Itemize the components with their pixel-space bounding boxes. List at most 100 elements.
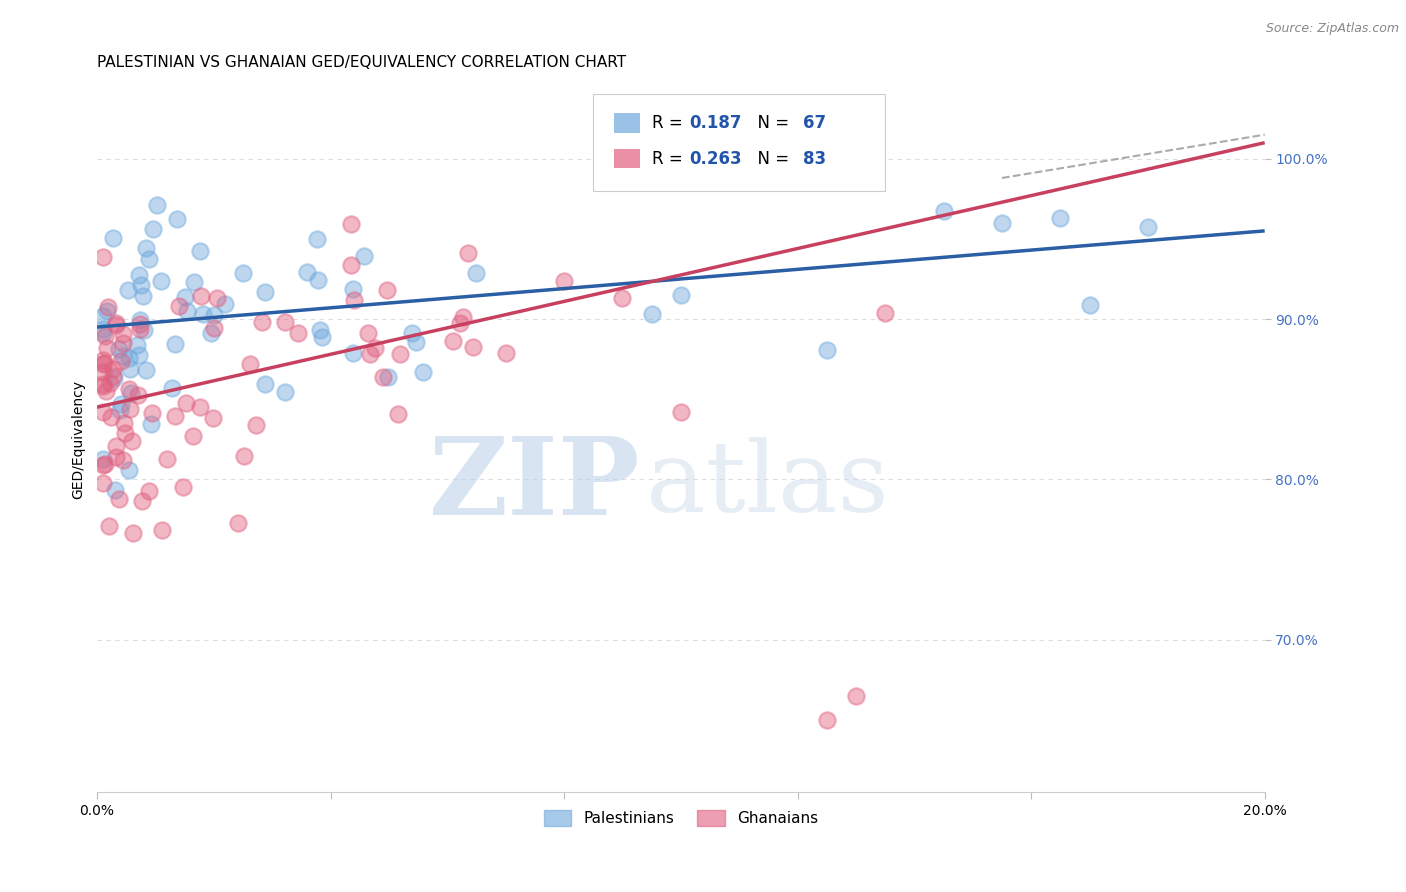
Legend: Palestinians, Ghanaians: Palestinians, Ghanaians [536, 803, 825, 834]
Point [131, 494, 153, 508]
Point [91, 476, 114, 491]
Point [128, 268, 150, 282]
Point [188, 400, 211, 414]
Point [145, 198, 167, 212]
Point [108, 343, 131, 357]
Point [232, 266, 254, 280]
Point [441, 334, 464, 348]
Point [553, 274, 575, 288]
Point [129, 321, 152, 335]
Point [309, 323, 332, 337]
Point [307, 272, 329, 286]
Point [108, 402, 131, 417]
Point [183, 275, 205, 289]
Point [128, 348, 150, 362]
Point [138, 252, 160, 267]
Point [343, 293, 366, 307]
Point [875, 306, 897, 320]
Point [110, 354, 132, 368]
Point [287, 326, 309, 340]
Point [94, 329, 117, 343]
Point [141, 406, 163, 420]
Text: ZIP: ZIP [429, 432, 640, 538]
Point [201, 411, 224, 425]
Point [457, 246, 479, 260]
Point [377, 283, 399, 297]
Point [91, 458, 114, 472]
Point [461, 340, 484, 354]
Point [96, 384, 118, 399]
Point [387, 407, 409, 421]
Point [98, 376, 121, 390]
Point [91, 377, 114, 392]
Point [134, 323, 156, 337]
Point [127, 388, 149, 402]
Point [232, 449, 254, 463]
Point [295, 264, 318, 278]
Text: 67: 67 [803, 114, 827, 132]
Point [103, 368, 125, 383]
Text: 0.187: 0.187 [689, 114, 741, 132]
Point [91, 405, 114, 419]
Point [166, 211, 188, 226]
Text: R =: R = [651, 150, 688, 168]
Point [340, 217, 363, 231]
Text: N =: N = [748, 150, 794, 168]
Point [163, 336, 186, 351]
Point [112, 326, 135, 341]
Point [190, 289, 212, 303]
Point [174, 290, 197, 304]
Point [254, 285, 277, 299]
Point [96, 341, 118, 355]
Point [129, 278, 152, 293]
Point [91, 326, 114, 340]
Point [815, 713, 838, 727]
Point [339, 258, 361, 272]
Point [364, 341, 387, 355]
Point [121, 434, 143, 448]
Point [96, 303, 118, 318]
Point [405, 334, 427, 349]
Point [388, 347, 411, 361]
Point [200, 326, 222, 341]
Text: 0.263: 0.263 [689, 150, 742, 168]
Point [150, 523, 173, 537]
Point [118, 463, 141, 477]
Point [105, 318, 128, 332]
Point [163, 409, 186, 423]
Point [401, 326, 423, 340]
Point [728, 162, 751, 177]
Point [91, 322, 114, 336]
Text: 83: 83 [803, 150, 827, 168]
Point [118, 351, 141, 365]
Point [226, 516, 249, 531]
Point [127, 338, 149, 352]
Point [108, 492, 131, 507]
Point [204, 321, 226, 335]
Point [91, 365, 114, 379]
Point [138, 483, 160, 498]
Point [273, 385, 295, 400]
Point [353, 249, 375, 263]
Point [640, 307, 662, 321]
Point [449, 317, 471, 331]
Point [112, 453, 135, 467]
Point [669, 288, 692, 302]
Point [118, 383, 141, 397]
Point [377, 370, 399, 384]
Text: N =: N = [748, 114, 794, 132]
Point [169, 299, 191, 313]
FancyBboxPatch shape [614, 113, 640, 133]
Point [669, 405, 692, 419]
Point [103, 371, 125, 385]
Text: Source: ZipAtlas.com: Source: ZipAtlas.com [1265, 22, 1399, 36]
Point [214, 297, 236, 311]
Text: R =: R = [651, 114, 688, 132]
Point [91, 310, 114, 324]
Point [93, 356, 115, 370]
Point [307, 231, 329, 245]
Point [110, 397, 132, 411]
Point [191, 307, 214, 321]
Point [120, 386, 142, 401]
Point [254, 376, 277, 391]
